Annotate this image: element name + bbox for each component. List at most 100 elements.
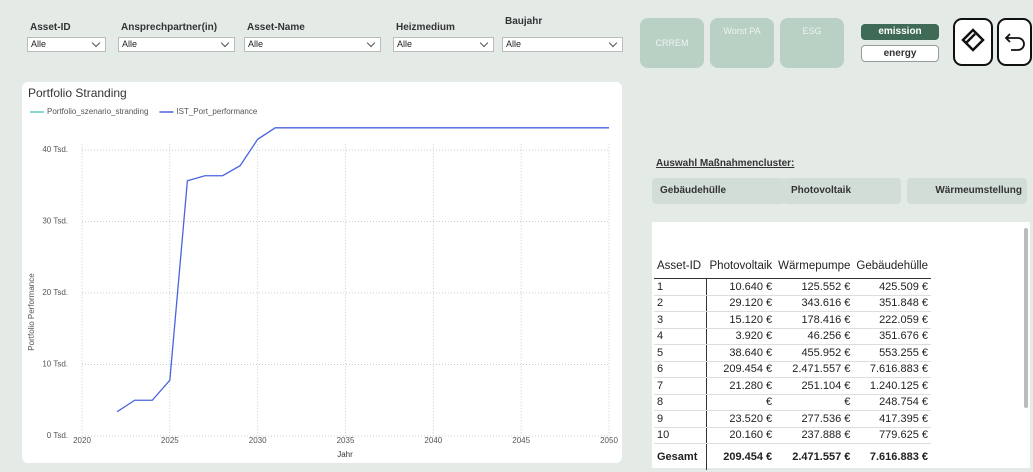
chart: Portfolio Stranding Portfolio Performanc…: [27, 86, 618, 459]
x-axis-label: Jahr: [337, 450, 353, 459]
cell: 5: [654, 344, 707, 362]
line: [116, 127, 609, 413]
filter-dropdown[interactable]: Alle: [27, 37, 106, 52]
cell: 4: [654, 328, 707, 345]
cell: 23.520 €: [706, 410, 776, 428]
x-tick-label: 2025: [161, 436, 179, 445]
total-cell: 7.616.883 €: [853, 443, 931, 470]
filter-dropdown[interactable]: Alle: [502, 37, 623, 52]
filter-label: Asset-ID: [30, 22, 71, 33]
table-total: Gesamt 209.454 €2.471.557 €7.616.883 €: [654, 443, 931, 470]
legend-label: Portfolio_szenario_stranding: [47, 107, 148, 116]
filter-label: Heizmedium: [396, 22, 455, 33]
cell: 425.509 €: [853, 278, 931, 296]
scrollbar[interactable]: [1024, 228, 1028, 408]
total-cell: Gesamt: [654, 443, 707, 470]
filter-dropdown[interactable]: Alle: [118, 37, 235, 52]
cell: 455.952 €: [775, 344, 854, 362]
table-row: 10 20.160 €237.888 €779.625 €: [654, 427, 931, 444]
filter-label: Asset-Name: [247, 22, 305, 33]
back-icon: [1004, 33, 1025, 51]
cell: 417.395 €: [853, 410, 931, 428]
cell: 10.640 €: [706, 278, 776, 296]
esg-button[interactable]: ESG: [780, 18, 844, 68]
cell: 553.255 €: [853, 344, 931, 362]
cell: 343.616 €: [775, 295, 854, 312]
cell: 351.848 €: [853, 295, 931, 312]
cell: 125.552 €: [775, 278, 854, 296]
header-cell: Photovoltaik: [706, 254, 776, 279]
table-row: 8 € €248.754 €: [654, 394, 931, 411]
cell: 15.120 €: [706, 311, 776, 329]
y-tick-label: 20 Tsd.: [42, 288, 68, 297]
cell: 38.640 €: [706, 344, 776, 362]
chart-panel: [22, 82, 622, 463]
filter-label: Baujahr: [505, 16, 543, 27]
total-cell: 209.454 €: [706, 443, 776, 470]
emission-toggle[interactable]: emission: [861, 24, 939, 40]
x-tick-label: 2030: [249, 436, 267, 445]
cluster-option[interactable]: Wärmeumstellung: [907, 178, 1027, 204]
cell: 46.256 €: [775, 328, 854, 345]
energy-toggle[interactable]: energy: [861, 45, 939, 62]
x-tick-label: 2045: [512, 436, 530, 445]
cell: €: [775, 394, 854, 411]
cell: 178.416 €: [775, 311, 854, 329]
cell: 6: [654, 361, 707, 378]
cell: €: [706, 394, 776, 411]
cell: 351.676 €: [853, 328, 931, 345]
filter-dropdown[interactable]: Alle: [393, 37, 494, 52]
cell: 2: [654, 295, 707, 312]
cell: 1: [654, 278, 707, 296]
header-cell: Asset-ID: [654, 254, 707, 279]
icons: [953, 18, 1032, 66]
cell: 8: [654, 394, 707, 411]
chart-title: Portfolio Stranding: [28, 86, 127, 100]
y-tick-label: 30 Tsd.: [42, 217, 68, 226]
table-panel: Asset-ID Photovoltaik Wärmepumpe Gebäudehül…: [652, 222, 1030, 470]
table-header: Asset-ID Photovoltaik Wärmepumpe Gebäudehül…: [654, 254, 931, 279]
cell: 3.920 €: [706, 328, 776, 345]
crrem-button[interactable]: CRREM: [640, 18, 704, 68]
cell: 2.471.557 €: [775, 361, 854, 378]
cell: 222.059 €: [853, 311, 931, 329]
table-row: 6 209.454 €2.471.557 €7.616.883 €: [654, 361, 931, 378]
y-tick-label: 0 Tsd.: [47, 431, 68, 440]
cell: 29.120 €: [706, 295, 776, 312]
y-axis-label: Portfolio Performance: [27, 273, 36, 351]
cell: 277.536 €: [775, 410, 854, 428]
cluster-option[interactable]: Photovoltaik: [783, 178, 901, 204]
total-cell: 2.471.557 €: [775, 443, 854, 470]
cell: 9: [654, 410, 707, 428]
header-cell: Gebäudehülle: [853, 254, 931, 279]
cell: 1.240.125 €: [853, 377, 931, 395]
cell: 20.160 €: [706, 427, 776, 444]
cell: 7: [654, 377, 707, 395]
y-tick-label: 10 Tsd.: [42, 360, 68, 369]
header-cell: Wärmepumpe: [775, 254, 854, 279]
x-tick-label: 2040: [424, 436, 442, 445]
cell: 251.104 €: [775, 377, 854, 395]
legend-label: IST_Port_performance: [176, 107, 257, 116]
cell: 3: [654, 311, 707, 329]
y-tick-label: 40 Tsd.: [42, 145, 68, 154]
x-tick-label: 2020: [73, 436, 91, 445]
cell: 10: [654, 427, 707, 444]
eraser-icon: [961, 28, 985, 52]
cluster-option[interactable]: Gebäudehülle: [652, 178, 785, 204]
worst-pa-button[interactable]: Worst PA: [710, 18, 774, 68]
table-row: 7 21.280 €251.104 €1.240.125 €: [654, 377, 931, 395]
cell: 21.280 €: [706, 377, 776, 395]
filter-dropdown[interactable]: Alle: [244, 37, 381, 52]
cell: 248.754 €: [853, 394, 931, 411]
table-row: 9 23.520 €277.536 €417.395 €: [654, 410, 931, 428]
table-row: 5 38.640 €455.952 €553.255 €: [654, 344, 931, 362]
cell: 779.625 €: [853, 427, 931, 444]
x-tick-label: 2035: [337, 436, 355, 445]
eraser-button[interactable]: [953, 18, 993, 66]
table: Asset-ID Photovoltaik Wärmepumpe Gebäudehül…: [654, 254, 931, 470]
back-button[interactable]: [997, 18, 1032, 66]
cell: 237.888 €: [775, 427, 854, 444]
table-row: 2 29.120 €343.616 €351.848 €: [654, 295, 931, 312]
cell: 209.454 €: [706, 361, 776, 378]
